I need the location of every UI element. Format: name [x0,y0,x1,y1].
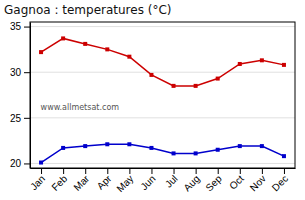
x-tick-mark [85,168,86,174]
marker [194,151,198,155]
series-line [41,38,284,85]
marker [282,154,286,158]
x-tick: Jul [163,168,180,190]
marker [149,73,153,77]
marker [216,77,220,81]
x-tick-label: Mar [71,172,91,192]
x-tick: Jan [28,168,47,192]
x-tick: Mar [71,168,91,193]
marker [238,144,242,148]
chart-svg: JanFebMarAprMayJun JulAugSepOctNovDec 20 25… [0,0,305,200]
x-tick: Jun [138,168,157,192]
marker [149,146,153,150]
plot-frame [30,22,295,168]
y-tick-mark [24,27,30,28]
marker [61,36,65,40]
x-tick-label: Nov [248,173,268,193]
x-tick-label: Dec [270,173,290,193]
x-tick-label: Sep [204,173,225,194]
x-tick-label: Aug [181,173,201,193]
y-tick: 30 [10,67,30,78]
marker [216,148,220,152]
x-tick-mark [240,168,241,174]
annotation: www.allmetsat.com [41,103,120,112]
marker [238,62,242,66]
x-tick: Feb [49,168,69,193]
marker [39,161,43,165]
y-axis-line [30,23,31,169]
x-tick-mark [129,168,130,174]
marker [172,151,176,155]
y-tick-label: 30 [10,67,22,78]
plot-area: JanFebMarAprMayJun JulAugSepOctNovDec 20 25… [10,21,296,194]
marker [127,142,131,146]
marker [194,84,198,88]
x-tick: Apr [95,168,114,192]
marker [105,47,109,51]
x-tick: May [114,168,135,194]
marker [83,144,87,148]
y-tick-mark [24,72,30,73]
marker [83,42,87,46]
x-tick: Oct [227,168,246,192]
grid-line [30,72,295,73]
grid-line [30,163,295,164]
x-axis: JanFebMarAprMayJun JulAugSepOctNovDec [28,168,295,194]
x-tick-mark [107,168,108,174]
x-tick-label: May [114,173,135,194]
y-tick-mark [24,163,30,164]
grid-line [30,26,295,27]
x-tick-label: Jul [163,173,180,190]
x-tick-label: Apr [95,172,114,191]
marker [105,142,109,146]
marker [260,144,264,148]
y-axis: 20 25 30 35 [10,21,31,169]
x-tick-mark [218,168,219,174]
x-tick-label: Jun [138,173,157,192]
x-tick-mark [41,168,42,174]
x-tick-mark [63,168,64,174]
y-tick-mark [24,118,30,119]
x-tick: Dec [270,168,290,193]
marker [61,146,65,150]
x-tick-label: Jan [28,173,47,192]
marker [282,63,286,67]
x-tick-label: Feb [49,173,69,193]
x-tick-mark [284,168,285,174]
marker [172,84,176,88]
x-tick: Nov [248,168,268,193]
y-tick: 20 [10,158,30,169]
y-tick: 35 [10,21,30,32]
y-tick-label: 35 [10,21,22,32]
grid-line [30,117,295,118]
chart-container: JanFebMarAprMayJun JulAugSepOctNovDec 20 25… [0,0,305,200]
y-tick-label: 25 [10,113,22,124]
marker [127,55,131,59]
marker [39,50,43,54]
x-tick-mark [262,168,263,174]
y-tick-label: 20 [10,158,22,169]
x-tick: Aug [181,168,201,193]
x-tick-mark [151,168,152,174]
x-tick-label: Oct [227,173,246,192]
series-line [41,144,284,162]
x-tick: Sep [204,168,225,193]
title: Gagnoa : temperatures (°C) [4,3,171,17]
x-tick-mark [196,168,197,174]
grid [30,27,295,164]
marks [39,36,286,164]
x-tick-mark [174,168,175,174]
marker [260,58,264,62]
y-tick: 25 [10,113,30,124]
x-axis-line [31,168,296,169]
